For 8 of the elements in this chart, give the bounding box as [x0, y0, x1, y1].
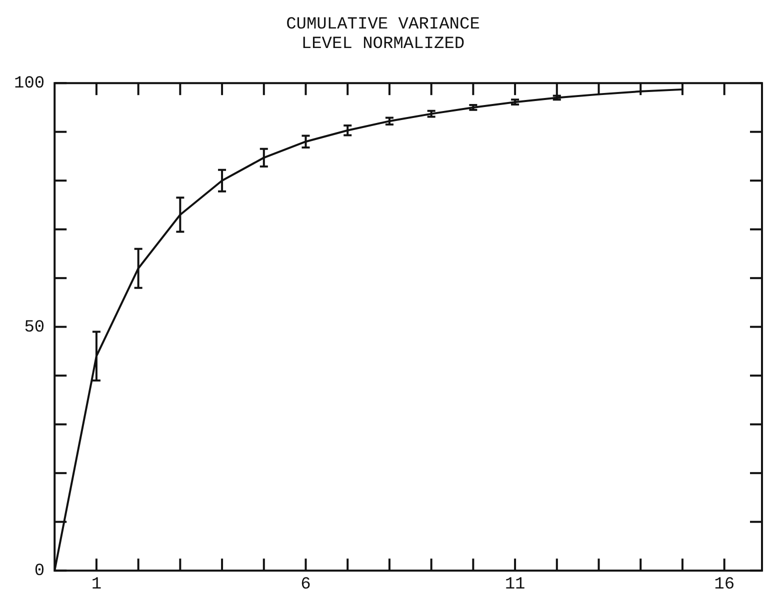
x-tick-label: 1 [91, 575, 102, 594]
chart-title: CUMULATIVE VARIANCE LEVEL NORMALIZED [286, 15, 480, 54]
y-tick-label: 0 [34, 562, 45, 582]
x-tick-label: 16 [714, 575, 735, 594]
x-tick-label: 6 [300, 575, 311, 594]
y-tick-label: 50 [24, 318, 45, 338]
x-tick-label: 11 [504, 575, 526, 594]
y-tick-label: 100 [14, 74, 45, 94]
